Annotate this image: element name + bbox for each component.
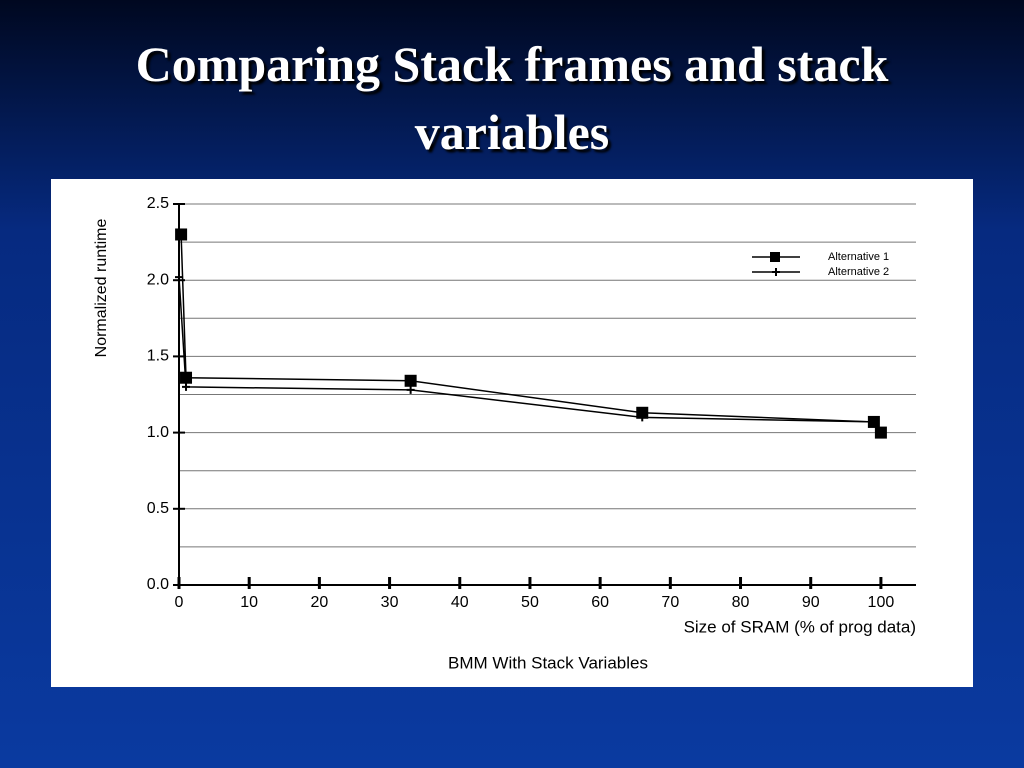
x-tick-label: 100: [868, 594, 895, 611]
x-tick-label: 30: [381, 594, 399, 611]
x-tick-label: 70: [661, 594, 679, 611]
x-tick-label: 40: [451, 594, 469, 611]
marker: [404, 374, 417, 387]
legend-label: Alternative 2: [828, 266, 889, 278]
slide-title: Comparing Stack frames and stack variabl…: [135, 36, 889, 160]
legend-marker: [772, 268, 780, 276]
x-axis-title: Size of SRAM (% of prog data): [684, 617, 916, 636]
marker: [175, 228, 188, 241]
y-tick-label: 0.5: [147, 500, 169, 517]
marker: [182, 382, 191, 391]
x-tick-label: 90: [802, 594, 820, 611]
y-tick-label: 1.5: [147, 348, 169, 365]
marker: [406, 385, 415, 394]
y-axis-title: Normalized runtime: [93, 219, 110, 358]
x-tick-label: 0: [175, 594, 184, 611]
x-tick-label: 50: [521, 594, 539, 611]
y-tick-label: 2.0: [147, 271, 169, 288]
marker: [874, 426, 887, 439]
marker: [869, 417, 878, 426]
y-tick-label: 0.0: [147, 576, 169, 593]
x-tick-label: 80: [732, 594, 750, 611]
x-tick-label: 60: [591, 594, 609, 611]
marker: [636, 406, 649, 419]
x-tick-label: 20: [310, 594, 328, 611]
y-tick-label: 1.0: [147, 424, 169, 441]
x-tick-label: 10: [240, 594, 258, 611]
chart-caption: BMM With Stack Variables: [448, 653, 648, 672]
plot: 0.0 0.5 1.0 1.5 2.0 2.5 0 10 20 30 40 50 60 70 80 90 100…: [147, 195, 916, 611]
legend-marker: [770, 252, 780, 262]
marker: [638, 413, 647, 422]
marker: [175, 273, 183, 282]
legend-label: Alternative 1: [828, 251, 889, 263]
y-tick-label: 2.5: [147, 195, 169, 212]
